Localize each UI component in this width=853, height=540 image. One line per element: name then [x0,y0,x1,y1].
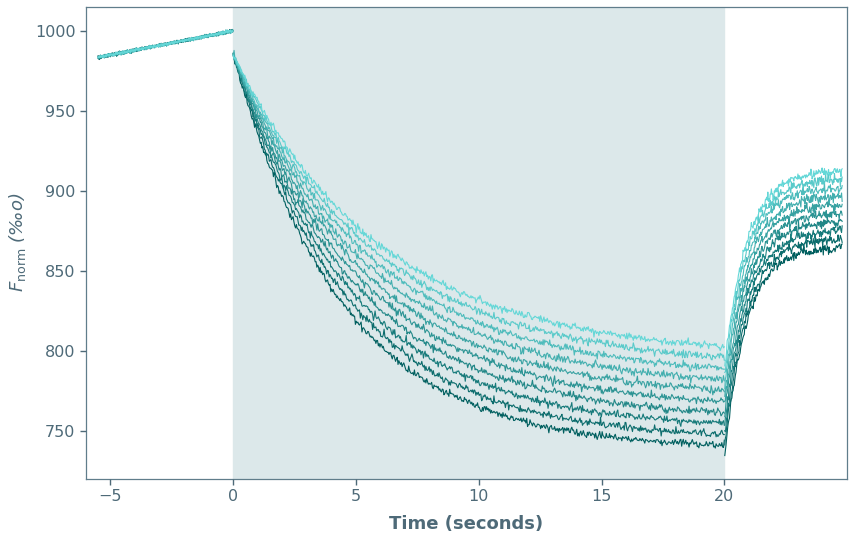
X-axis label: Time (seconds): Time (seconds) [389,515,543,533]
Bar [233,7,723,478]
Y-axis label: $F_\mathrm{norm}$ (‰o): $F_\mathrm{norm}$ (‰o) [7,193,28,292]
